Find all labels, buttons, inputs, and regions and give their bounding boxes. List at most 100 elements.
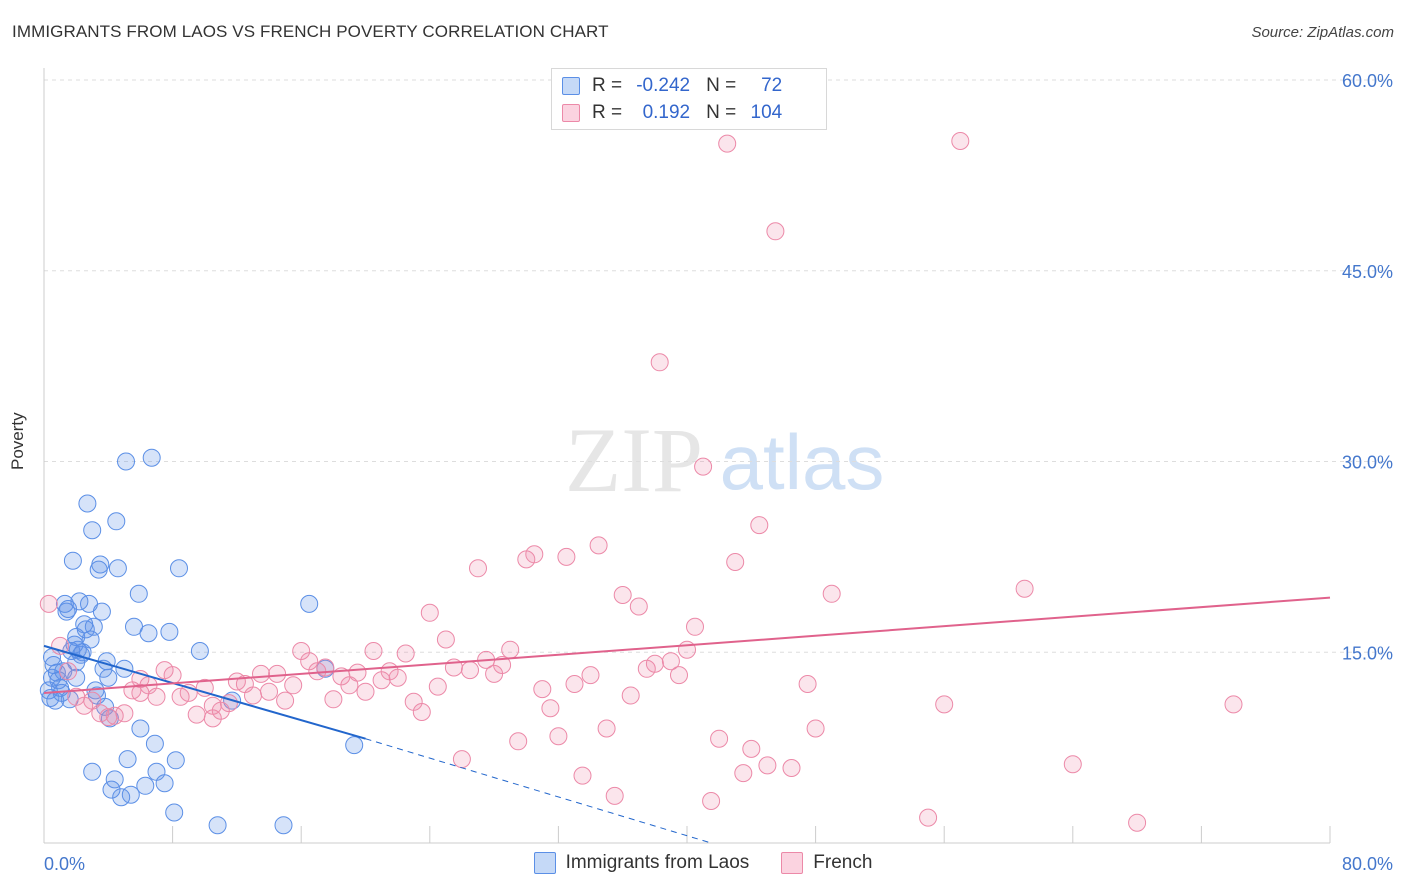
french-point [750,516,769,535]
legend-item-laos[interactable]: Immigrants from Laos [533,852,750,874]
laos-point [142,448,161,467]
french-point [726,553,745,571]
laos-point [160,622,179,641]
french-point [661,652,680,671]
french-point [469,559,487,578]
laos-point [108,559,127,578]
laos-point [63,551,82,570]
french-trend-line [43,596,1331,694]
french-point [364,642,383,660]
laos-point [190,642,209,660]
n-label: N = [706,75,737,96]
laos-point [136,776,155,795]
laos-point [117,452,135,471]
french-point [629,597,648,616]
laos-point [57,602,76,621]
legend-label-french: French [813,852,873,873]
french-point [670,666,688,685]
french-point [428,677,447,696]
n-value: 104 [750,102,783,123]
french-point [758,756,777,775]
laos-point [129,584,148,603]
french-point [284,676,303,695]
laos-point [300,594,319,613]
legend-swatch-french [781,852,804,874]
french-point [461,661,479,680]
french-point [734,764,753,783]
french-point [951,132,970,150]
french-point [678,640,696,659]
laos-point [345,736,364,755]
laos-point [92,602,111,621]
laos-point [118,750,137,769]
french-point [718,134,737,153]
french-point [59,662,78,681]
n-value: 72 [761,75,783,96]
french-point [252,664,270,683]
n-label: N = [706,102,737,123]
french-point [83,691,102,710]
french-point [782,759,801,777]
french-point [356,682,375,701]
laos-point [107,512,126,531]
french-point [766,222,785,241]
french-point [1224,695,1243,714]
french-point [203,709,222,728]
french-point [822,584,841,603]
y-tick-label: 30.0% [1342,453,1393,473]
laos-point [165,803,184,822]
watermark-zip: ZIP [565,409,703,511]
french-point [557,547,576,566]
axes [43,68,1331,844]
laos-point [170,559,188,578]
french-point [340,676,359,695]
y-tick-label: 60.0% [1342,71,1393,91]
y-tick-label: 15.0% [1342,643,1393,663]
r-label: R = [592,75,623,96]
french-swatch [562,104,580,122]
laos-point [78,494,97,513]
french-point [1063,755,1082,774]
french-point [806,719,825,738]
french-point [388,668,407,687]
french-point [935,695,954,714]
legend-swatch-laos [533,852,556,874]
laos-trend-extension [365,738,712,844]
french-point [244,686,262,705]
french-point [452,750,471,769]
trend-lines [43,596,1331,844]
french-point [396,644,415,663]
laos-point [274,816,293,835]
x-tick-label: 80.0% [1342,854,1393,874]
laos-point [131,719,150,738]
french-point [420,603,439,622]
laos-point [55,594,74,613]
laos-point [166,751,185,770]
french-point [565,675,584,693]
french-point [1015,579,1034,598]
x-tick-label: 0.0% [44,854,85,874]
data-points [39,132,1243,835]
laos-point [121,785,140,804]
laos-point [83,521,102,540]
french-point [589,536,608,555]
french-point [710,729,729,748]
french-point [581,666,600,685]
french-point [694,457,713,476]
french-point [742,739,761,758]
french-point [573,766,592,785]
chart-title: IMMIGRANTS FROM LAOS VS FRENCH POVERTY C… [12,22,609,41]
french-point [147,687,166,706]
laos-point [99,668,118,687]
french-point [260,682,278,701]
laos-point [91,555,110,574]
r-label: R = [592,102,623,123]
laos-point [102,780,121,799]
french-point [115,704,134,723]
laos-point [105,770,124,789]
legend-label-laos: Immigrants from Laos [565,852,750,873]
r-value: -0.242 [636,75,691,96]
legend-item-french[interactable]: French [781,852,872,874]
french-point [702,792,721,810]
